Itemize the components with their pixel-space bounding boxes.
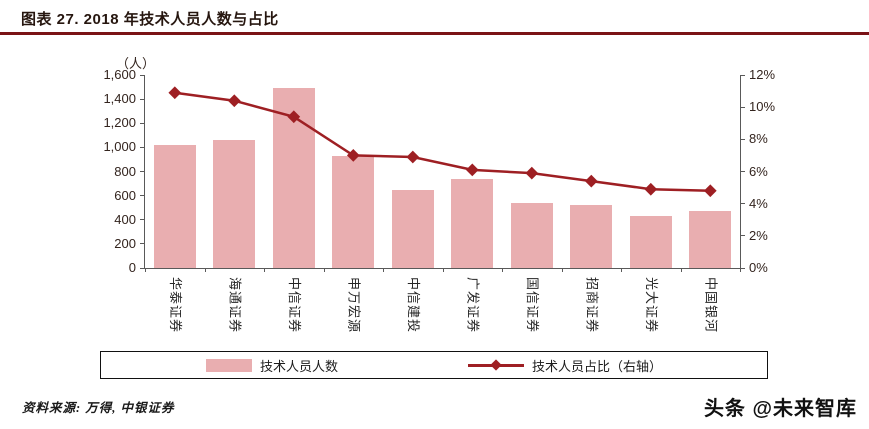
bar bbox=[213, 140, 256, 268]
y-axis-left-tick bbox=[140, 171, 145, 172]
x-axis-category-label: 中国银河 bbox=[703, 277, 719, 334]
y-axis-left-tick bbox=[140, 243, 145, 245]
y-axis-left-tick-label: 1,000 bbox=[103, 139, 136, 155]
chart-title: 图表 27. 2018 年技术人员人数与占比 bbox=[21, 11, 279, 28]
y-axis-right-tick bbox=[740, 267, 745, 269]
y-axis-left-tick-label: 200 bbox=[114, 235, 136, 251]
y-axis-right-tick bbox=[740, 74, 745, 76]
x-axis-category-label: 招商证券 bbox=[584, 277, 600, 334]
diamond-marker-icon bbox=[703, 184, 717, 198]
diamond-marker-icon bbox=[346, 149, 360, 162]
bar bbox=[510, 202, 553, 268]
x-axis-tick bbox=[264, 268, 265, 272]
y-axis-right-tick-label: 10% bbox=[749, 99, 776, 115]
y-axis-right-tick-label: 0% bbox=[749, 260, 768, 275]
y-axis-left-tick bbox=[140, 195, 145, 197]
x-axis-tick bbox=[204, 268, 206, 272]
x-axis-tick bbox=[561, 268, 563, 272]
x-axis-category-label: 华泰证券 bbox=[167, 277, 183, 334]
x-axis-category-label: 国信证券 bbox=[524, 277, 540, 334]
diamond-marker-icon bbox=[584, 174, 598, 188]
x-axis-category-label: 申万宏源 bbox=[346, 277, 362, 334]
x-axis-tick bbox=[502, 268, 503, 272]
x-axis-category-label: 广发证券 bbox=[465, 277, 481, 334]
y-axis-left-tick-label: 1,600 bbox=[103, 67, 136, 82]
x-axis-category-label: 海通证券 bbox=[227, 277, 243, 334]
plot-area bbox=[145, 75, 740, 268]
y-axis-left-tick bbox=[140, 146, 145, 148]
y-axis-right-tick bbox=[740, 171, 745, 172]
y-axis-left-tick bbox=[140, 74, 145, 76]
legend-line-label: 技术人员占比（右轴） bbox=[532, 358, 663, 374]
bar-series-swatch bbox=[205, 358, 252, 372]
x-axis-tick bbox=[383, 268, 384, 272]
y-axis-left-tick-label: 400 bbox=[114, 211, 136, 227]
bar bbox=[629, 216, 672, 268]
y-axis-left-tick bbox=[140, 267, 145, 269]
y-axis-left-tick bbox=[140, 98, 145, 100]
y-axis-left-tick-label: 0 bbox=[128, 260, 136, 275]
y-axis-left-tick-label: 1,200 bbox=[103, 115, 136, 131]
diamond-marker-icon bbox=[168, 86, 182, 100]
y-axis-right-tick bbox=[740, 106, 745, 108]
diamond-marker-icon bbox=[644, 182, 658, 196]
proportion-line-series bbox=[168, 86, 717, 198]
y-axis-right-tick bbox=[740, 235, 745, 237]
bar bbox=[689, 211, 732, 268]
y-axis-right-tick-label: 12% bbox=[749, 67, 776, 82]
data-source-note: 资料来源: 万得, 中银证券 bbox=[22, 401, 175, 415]
y-axis-left-tick bbox=[140, 122, 145, 124]
y-axis-left-tick-label: 600 bbox=[114, 187, 136, 203]
bar bbox=[332, 155, 375, 268]
diamond-marker-icon bbox=[287, 110, 301, 124]
y-axis-right-tick-label: 2% bbox=[749, 227, 768, 243]
y-axis-right-tick-label: 8% bbox=[749, 131, 768, 147]
x-axis-tick bbox=[740, 268, 741, 272]
y-axis-left-tick-label: 800 bbox=[114, 163, 136, 179]
x-axis-tick bbox=[442, 268, 444, 272]
x-axis-category-label: 光大证券 bbox=[643, 277, 659, 334]
diamond-marker-icon bbox=[406, 150, 420, 164]
x-axis-tick bbox=[323, 268, 325, 272]
diamond-marker-icon bbox=[465, 163, 479, 177]
diamond-marker-icon bbox=[227, 94, 241, 108]
legend-bar-label: 技术人员人数 bbox=[259, 358, 338, 374]
y-axis-right-tick-label: 4% bbox=[749, 195, 768, 211]
bar bbox=[570, 205, 613, 268]
legend-item-line-series: 技术人员占比（右轴） bbox=[468, 356, 662, 375]
y-axis-right-line bbox=[740, 75, 741, 269]
watermark-text: 头条 @未来智库 bbox=[703, 398, 857, 420]
y-axis-right-tick bbox=[740, 203, 745, 205]
bar bbox=[391, 189, 434, 268]
x-axis-line bbox=[140, 268, 741, 269]
line-series-swatch bbox=[468, 359, 524, 371]
legend: 技术人员人数 技术人员占比（右轴） bbox=[100, 351, 768, 379]
legend-item-bar-series: 技术人员人数 bbox=[205, 356, 338, 375]
x-axis-tick bbox=[680, 268, 682, 272]
y-axis-left-tick bbox=[140, 219, 145, 221]
bar bbox=[153, 145, 196, 268]
y-axis-right-tick-label: 6% bbox=[749, 163, 768, 179]
title-divider bbox=[0, 32, 869, 35]
diamond-marker-icon bbox=[490, 359, 502, 371]
y-axis-left-tick-label: 1,400 bbox=[103, 91, 136, 107]
left-axis-unit-label: （人） bbox=[116, 56, 156, 71]
x-axis-tick bbox=[621, 268, 622, 272]
bar bbox=[451, 178, 494, 268]
x-axis-category-label: 中信建投 bbox=[405, 277, 421, 334]
y-axis-right-tick bbox=[740, 138, 745, 140]
diamond-marker-icon bbox=[525, 166, 539, 180]
x-axis-tick bbox=[145, 268, 146, 272]
x-axis-category-label: 中信证券 bbox=[286, 277, 302, 334]
